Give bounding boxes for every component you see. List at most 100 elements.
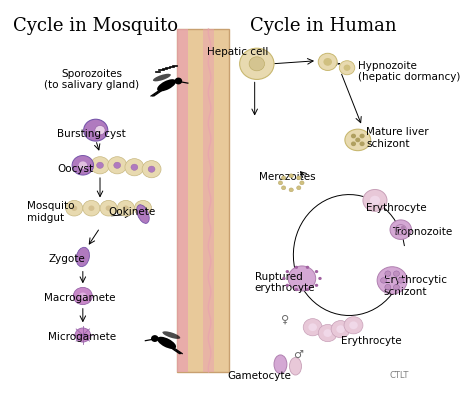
Text: Ookinete: Ookinete xyxy=(109,207,156,217)
Text: Zygote: Zygote xyxy=(48,254,85,264)
Circle shape xyxy=(315,284,318,287)
Circle shape xyxy=(351,141,356,146)
Circle shape xyxy=(282,277,286,280)
Circle shape xyxy=(318,325,337,342)
FancyBboxPatch shape xyxy=(177,29,188,372)
Text: Cycle in Human: Cycle in Human xyxy=(250,17,397,35)
Ellipse shape xyxy=(137,205,149,223)
Circle shape xyxy=(75,328,91,342)
Circle shape xyxy=(108,157,127,174)
Circle shape xyxy=(349,321,358,329)
Circle shape xyxy=(390,220,411,239)
Circle shape xyxy=(79,162,87,169)
Circle shape xyxy=(83,200,100,216)
Ellipse shape xyxy=(345,129,371,151)
Circle shape xyxy=(65,200,83,216)
Circle shape xyxy=(95,125,105,135)
Text: Hypnozoite
(hepatic dormancy): Hypnozoite (hepatic dormancy) xyxy=(358,61,460,83)
Circle shape xyxy=(89,206,94,211)
Circle shape xyxy=(385,285,391,290)
Circle shape xyxy=(318,53,337,70)
Circle shape xyxy=(72,156,93,175)
Circle shape xyxy=(309,323,317,331)
Text: Merozoites: Merozoites xyxy=(259,172,316,182)
Circle shape xyxy=(295,266,298,269)
Text: Bursting cyst: Bursting cyst xyxy=(57,129,126,139)
Circle shape xyxy=(286,284,289,287)
Circle shape xyxy=(282,176,286,180)
Circle shape xyxy=(318,277,322,280)
Text: ♀: ♀ xyxy=(281,314,289,324)
Circle shape xyxy=(359,141,365,146)
Circle shape xyxy=(278,181,283,185)
Circle shape xyxy=(336,325,345,333)
Circle shape xyxy=(377,267,407,294)
Circle shape xyxy=(135,200,152,216)
Ellipse shape xyxy=(163,331,180,339)
Circle shape xyxy=(73,287,92,305)
Circle shape xyxy=(151,335,159,342)
Ellipse shape xyxy=(76,247,90,266)
Circle shape xyxy=(370,196,380,205)
Circle shape xyxy=(289,188,293,192)
Circle shape xyxy=(117,200,135,216)
Text: Mosquito
midgut: Mosquito midgut xyxy=(27,201,74,223)
Circle shape xyxy=(240,48,274,79)
Circle shape xyxy=(288,266,316,291)
FancyBboxPatch shape xyxy=(177,29,229,372)
Text: Ruptured
erythrocyte: Ruptured erythrocyte xyxy=(255,272,315,293)
Circle shape xyxy=(344,64,350,71)
Circle shape xyxy=(71,206,77,211)
Circle shape xyxy=(306,266,309,269)
Circle shape xyxy=(282,186,286,190)
Circle shape xyxy=(286,270,289,273)
Text: Erythrocyte: Erythrocyte xyxy=(366,203,427,213)
Circle shape xyxy=(142,161,161,178)
Circle shape xyxy=(355,138,360,142)
Text: Gametocyte: Gametocyte xyxy=(227,371,291,381)
Circle shape xyxy=(289,174,293,178)
Circle shape xyxy=(363,189,387,211)
Circle shape xyxy=(125,159,144,176)
Circle shape xyxy=(398,278,404,283)
Circle shape xyxy=(401,226,405,230)
Circle shape xyxy=(306,288,309,291)
Circle shape xyxy=(331,321,350,338)
Circle shape xyxy=(359,134,365,138)
Circle shape xyxy=(303,319,322,336)
Ellipse shape xyxy=(290,358,301,375)
Circle shape xyxy=(131,164,138,170)
Text: Sporozoites
(to salivary gland): Sporozoites (to salivary gland) xyxy=(44,69,139,90)
Circle shape xyxy=(79,292,87,299)
Text: Tropnozoite: Tropnozoite xyxy=(392,227,452,237)
Circle shape xyxy=(100,200,117,216)
Circle shape xyxy=(297,176,301,180)
Ellipse shape xyxy=(274,355,287,374)
Circle shape xyxy=(393,285,400,290)
Circle shape xyxy=(114,162,121,169)
Circle shape xyxy=(84,119,108,141)
Circle shape xyxy=(300,181,304,185)
Ellipse shape xyxy=(157,337,176,349)
Text: ♂: ♂ xyxy=(292,349,302,360)
Text: Hepatic cell: Hepatic cell xyxy=(207,47,268,57)
Circle shape xyxy=(97,162,103,169)
Text: Oocyst: Oocyst xyxy=(57,164,93,174)
Text: Erythrocytic
schizont: Erythrocytic schizont xyxy=(383,275,447,297)
Circle shape xyxy=(106,206,111,211)
FancyBboxPatch shape xyxy=(203,29,214,372)
Ellipse shape xyxy=(153,74,171,81)
Circle shape xyxy=(91,157,109,174)
Text: Erythrocyte: Erythrocyte xyxy=(341,336,401,346)
Circle shape xyxy=(315,270,318,273)
Text: Macrogamete: Macrogamete xyxy=(44,293,116,303)
Circle shape xyxy=(174,77,182,84)
Text: Mature liver
schizont: Mature liver schizont xyxy=(366,127,429,149)
Circle shape xyxy=(323,58,332,66)
Circle shape xyxy=(249,57,264,71)
Circle shape xyxy=(323,329,332,337)
Circle shape xyxy=(339,61,355,75)
Circle shape xyxy=(385,271,391,276)
Text: CTLT: CTLT xyxy=(390,371,410,380)
Circle shape xyxy=(140,206,146,211)
